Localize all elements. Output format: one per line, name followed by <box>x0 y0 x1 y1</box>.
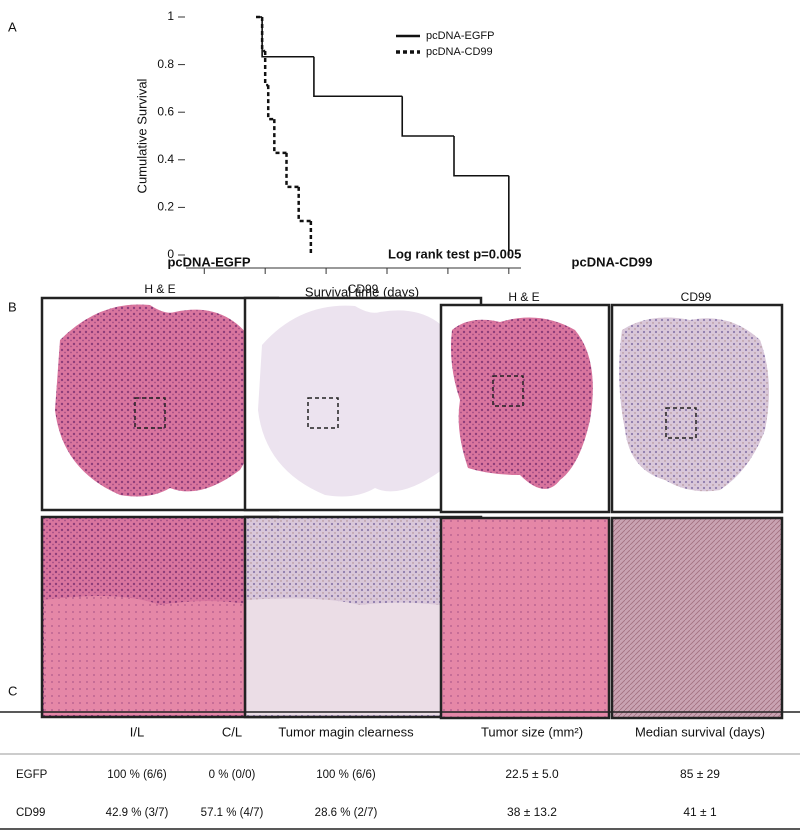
stain-label: H & E <box>144 282 175 296</box>
table-cell: 28.6 % (2/7) <box>315 807 378 819</box>
table-cell: 100 % (6/6) <box>107 769 167 781</box>
x-axis-label: Survival time (days) <box>305 284 419 299</box>
y-tick-label: 0.2 <box>157 200 174 214</box>
survival-step <box>313 56 403 98</box>
histology-images <box>40 296 784 720</box>
survival-step <box>261 17 314 58</box>
table-header: I/L <box>130 724 144 739</box>
stain-label: CD99 <box>348 282 379 296</box>
table-cell: 57.1 % (4/7) <box>201 807 264 819</box>
table-cell: 85 ± 29 <box>680 767 720 781</box>
table-cell: EGFP <box>16 769 48 781</box>
survival-step <box>273 119 287 155</box>
panel-label: A <box>8 19 17 34</box>
legend-label: pcDNA-CD99 <box>426 46 493 58</box>
table-cell: 100 % (6/6) <box>316 769 376 781</box>
y-axis-label: Cumulative Survival <box>134 78 149 193</box>
stain-label: CD99 <box>681 290 712 304</box>
table-header: Median survival (days) <box>635 724 765 739</box>
table-cell: CD99 <box>16 807 45 819</box>
survival-step <box>401 96 454 137</box>
survival-step <box>297 186 311 223</box>
y-tick-label: 1 <box>167 9 174 23</box>
table-cell: 38 ± 13.2 <box>507 805 557 819</box>
panel-label: C <box>8 683 17 698</box>
survival-step <box>285 152 299 189</box>
table-header: C/L <box>222 724 242 739</box>
group-title: pcDNA-EGFP <box>167 254 250 269</box>
table-header: Tumor size (mm²) <box>481 724 583 739</box>
group-title: pcDNA-CD99 <box>572 254 653 269</box>
annotation: Log rank test p=0.005 <box>388 246 521 261</box>
stain-label: H & E <box>508 290 539 304</box>
y-tick-label: 0 <box>167 247 174 261</box>
y-tick-label: 0.8 <box>157 57 174 71</box>
legend-label: pcDNA-EGFP <box>426 30 494 42</box>
table-cell: 22.5 ± 5.0 <box>505 767 559 781</box>
table-cell: 41 ± 1 <box>683 805 717 819</box>
table-header: Tumor magin clearness <box>278 724 414 739</box>
y-tick-label: 0.4 <box>157 152 174 166</box>
survival-step <box>266 85 275 121</box>
table-cell: 42.9 % (3/7) <box>106 807 169 819</box>
y-tick-label: 0.6 <box>157 104 174 118</box>
table-cell: 0 % (0/0) <box>209 769 256 781</box>
panel-label: B <box>8 299 17 314</box>
survival-step <box>453 136 509 177</box>
